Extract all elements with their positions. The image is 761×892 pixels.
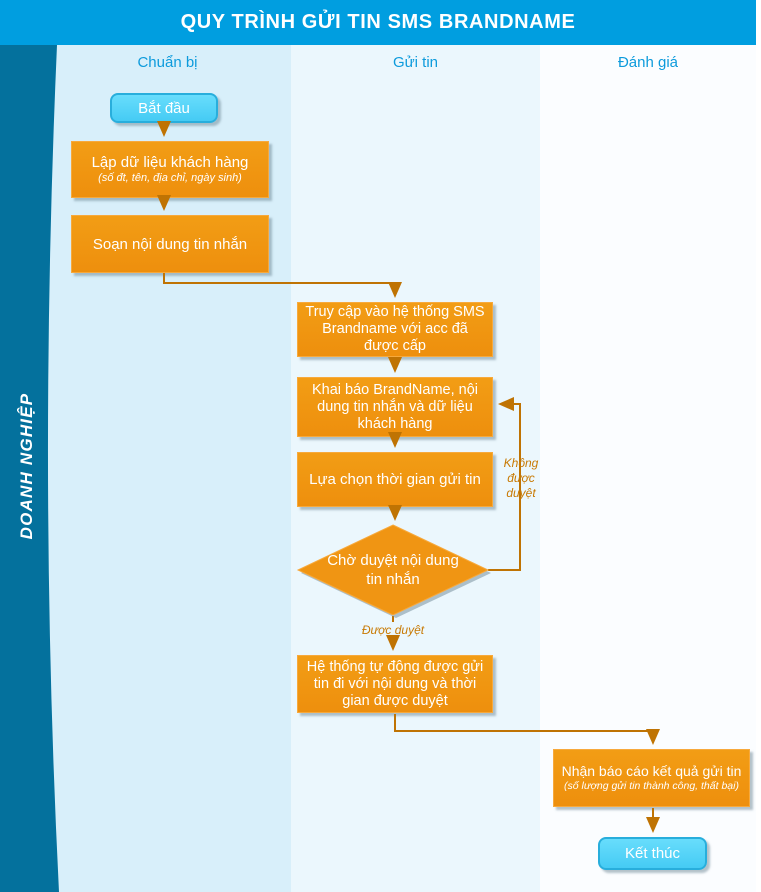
- edge-label-approved: Được duyệt: [361, 623, 425, 637]
- column-title-chuan-bi: Chuẩn bị: [137, 54, 198, 71]
- node-prepare-data-sub: (số đt, tên, địa chỉ, ngày sinh): [98, 172, 242, 184]
- node-choose-time: Lựa chọn thời gian gửi tin: [297, 452, 493, 507]
- node-receive-report-sub: (số lượng gửi tin thành công, thất bại): [564, 780, 739, 792]
- node-access-system: Truy cập vào hệ thống SMS Brandname với …: [297, 302, 493, 357]
- node-receive-report: Nhận báo cáo kết quả gửi tin (số lượng g…: [553, 749, 750, 807]
- node-start: Bắt đầu: [110, 93, 218, 123]
- doanh-nghiep-lane: [0, 45, 59, 892]
- node-auto-send-label: Hệ thống tự động được gửi tin đi với nội…: [306, 658, 484, 709]
- node-declare-brandname: Khai báo BrandName, nội dung tin nhắn và…: [297, 377, 493, 437]
- column-title-danh-gia: Đánh giá: [617, 54, 679, 71]
- title-bar: QUY TRÌNH GỬI TIN SMS BRANDNAME: [0, 0, 756, 45]
- node-prepare-data: Lập dữ liệu khách hàng (số đt, tên, địa …: [71, 141, 269, 198]
- node-end-label: Kết thúc: [624, 845, 681, 862]
- node-end: Kết thúc: [598, 837, 707, 870]
- node-declare-brandname-label: Khai báo BrandName, nội dung tin nhắn và…: [311, 381, 479, 432]
- node-prepare-data-label: Lập dữ liệu khách hàng: [91, 154, 249, 171]
- page-title: QUY TRÌNH GỬI TIN SMS BRANDNAME: [180, 11, 576, 33]
- node-compose-message: Soạn nội dung tin nhắn: [71, 215, 269, 273]
- column-title-gui-tin: Gửi tin: [392, 54, 439, 71]
- node-choose-time-label: Lựa chọn thời gian gửi tin: [309, 471, 481, 488]
- edge-label-rejected: Không được duyệt: [503, 456, 539, 500]
- node-start-label: Bắt đầu: [138, 99, 190, 117]
- node-access-system-label: Truy cập vào hệ thống SMS Brandname với …: [305, 304, 485, 354]
- node-auto-send: Hệ thống tự động được gửi tin đi với nội…: [297, 655, 493, 713]
- node-receive-report-label: Nhận báo cáo kết quả gửi tin: [561, 763, 742, 779]
- doanh-nghiep-lane-label: DOANH NGHIỆP: [17, 392, 36, 540]
- node-wait-approval-label: Chờ duyệt nội dung tin nhắn: [327, 552, 459, 588]
- node-compose-message-label: Soạn nội dung tin nhắn: [92, 235, 248, 253]
